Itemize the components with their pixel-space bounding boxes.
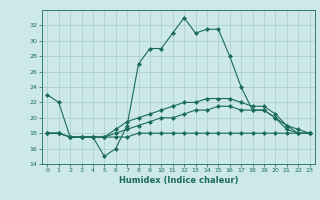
X-axis label: Humidex (Indice chaleur): Humidex (Indice chaleur) (119, 176, 238, 185)
